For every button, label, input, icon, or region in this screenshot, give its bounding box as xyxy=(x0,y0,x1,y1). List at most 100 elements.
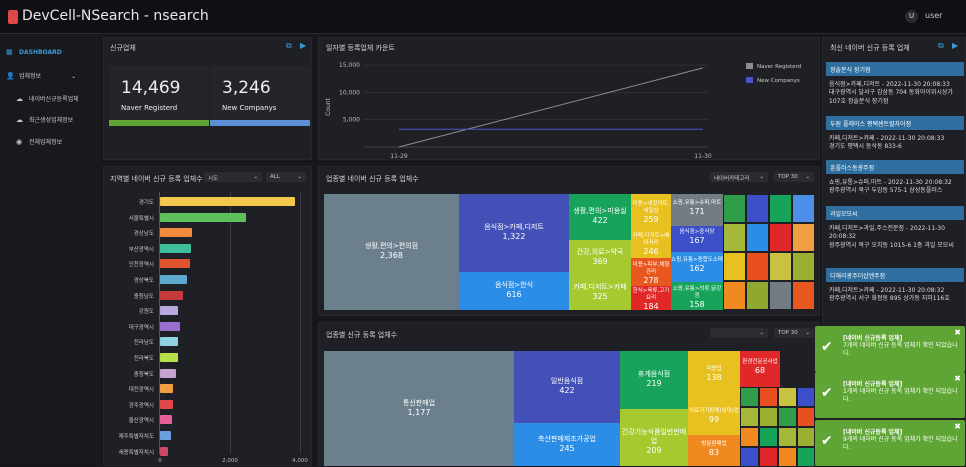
user-avatar[interactable]: U xyxy=(905,10,918,23)
treemap-tile[interactable]: 방문판매업 83 xyxy=(688,435,740,466)
treemap-cell[interactable] xyxy=(797,387,815,407)
treemap-cell[interactable] xyxy=(797,447,815,467)
external-link-icon[interactable]: ⧉ xyxy=(286,41,292,50)
sidebar-item-recent[interactable]: ☁ 최근생성업체정보 xyxy=(16,116,74,125)
bar[interactable] xyxy=(160,321,180,331)
treemap-tile[interactable]: 음식점>한식 616 xyxy=(459,272,569,310)
bar[interactable] xyxy=(160,446,169,456)
treemap-tile[interactable]: 건강,의료>약국 369 xyxy=(569,240,631,276)
play-icon[interactable]: ▶ xyxy=(300,41,307,50)
close-icon[interactable]: ✖ xyxy=(954,328,961,337)
bar[interactable] xyxy=(160,337,179,347)
treemap-cell[interactable] xyxy=(759,447,778,467)
category-select-top[interactable]: TOP 30 ⌄ xyxy=(774,328,814,338)
treemap-tile[interactable]: 축산판매제조가공업 245 xyxy=(514,423,620,466)
treemap-cell[interactable] xyxy=(778,447,797,467)
treemap-cell[interactable] xyxy=(792,223,815,252)
bar[interactable] xyxy=(160,431,171,440)
industry-select-category[interactable]: 네이버카테고리 ⌄ xyxy=(710,172,768,182)
sidebar-item-all[interactable]: ◉ 전체업체정보 xyxy=(16,138,63,147)
external-link-icon[interactable]: ⧉ xyxy=(938,41,944,50)
treemap-cell[interactable] xyxy=(740,447,759,467)
bar[interactable] xyxy=(160,212,246,222)
treemap-tile[interactable]: 음식점>중식당 167 xyxy=(671,226,723,252)
user-name[interactable]: user xyxy=(925,11,943,20)
close-icon[interactable]: ✖ xyxy=(954,422,961,431)
treemap-tile[interactable]: 미용>피부,체형관리 278 xyxy=(631,258,671,286)
treemap-tile[interactable]: 일반음식점 422 xyxy=(514,351,620,423)
treemap-cell[interactable] xyxy=(746,194,769,223)
treemap-tile[interactable]: 쇼핑,유통>종합도소매 162 xyxy=(671,252,723,282)
treemap-cell[interactable] xyxy=(769,281,792,310)
treemap-tile[interactable]: 생활,편의>편의점 2,368 xyxy=(324,194,459,310)
bar[interactable] xyxy=(160,384,174,394)
treemap-tile[interactable]: 미용>네일아트,네일샵 259 xyxy=(631,194,671,228)
treemap-tile[interactable]: 쇼핑,유통>의류,닭강정 158 xyxy=(671,282,723,310)
treemap-cell[interactable] xyxy=(778,387,797,407)
sidebar-item-naver-new[interactable]: ☁ 네이버신규등록업체 xyxy=(16,95,79,104)
treemap-tile[interactable]: 생활,편의>미용실 422 xyxy=(569,194,631,240)
bar[interactable] xyxy=(160,290,183,300)
treemap-cell[interactable] xyxy=(723,223,746,252)
bar[interactable] xyxy=(160,399,174,409)
treemap-cell[interactable] xyxy=(759,427,778,447)
recent-item-title[interactable]: 두원 플레이스 평택센트럴자이점 xyxy=(826,116,964,130)
treemap-cell[interactable] xyxy=(778,407,797,427)
sidebar-item-dashboard[interactable]: ▦ DASHBOARD xyxy=(6,48,62,57)
treemap-cell[interactable] xyxy=(723,194,746,223)
treemap-tile[interactable]: 휴게음식점 219 xyxy=(620,351,688,409)
treemap-cell[interactable] xyxy=(778,427,797,447)
treemap-cell[interactable] xyxy=(792,252,815,281)
treemap-cell[interactable] xyxy=(792,281,815,310)
treemap-cell[interactable] xyxy=(759,387,778,407)
treemap-tile[interactable]: 통신판매업 1,177 xyxy=(324,351,514,466)
treemap-tile[interactable]: 한식>육류,고기요리 184 xyxy=(631,286,671,310)
treemap-tile[interactable]: 카페,디저트>카페 325 xyxy=(569,276,631,310)
bar[interactable] xyxy=(160,368,177,378)
bar[interactable] xyxy=(160,228,192,238)
treemap-cell[interactable] xyxy=(797,407,815,427)
treemap-tile[interactable]: 환경전문공사업 68 xyxy=(740,351,780,387)
play-icon[interactable]: ▶ xyxy=(952,41,959,50)
treemap-cell[interactable] xyxy=(746,252,769,281)
treemap-cell[interactable] xyxy=(769,194,792,223)
industry-select-top[interactable]: TOP 30 ⌄ xyxy=(774,172,814,182)
treemap-cell[interactable] xyxy=(792,194,815,223)
treemap-tile[interactable]: 카페,디저트>베이커리 246 xyxy=(631,228,671,258)
recent-item-title[interactable]: 과일모모씨 xyxy=(826,206,964,220)
toast-notification[interactable]: ✔ ✖ [네이버 신규등록 업체] 9개의 네이버 신규 등록 업체가 확인 되었습니… xyxy=(815,420,965,466)
bar[interactable] xyxy=(160,353,178,362)
treemap-tile[interactable]: 쇼핑,유통>슈퍼,마트 171 xyxy=(671,194,723,226)
bar[interactable] xyxy=(160,259,190,269)
toast-notification[interactable]: ✔ ✖ [네이버 신규등록 업체] 1개의 네이버 신규 등록 업체가 확인 되었습니… xyxy=(815,372,965,418)
bar[interactable] xyxy=(160,243,191,253)
treemap-cell[interactable] xyxy=(723,281,746,310)
recent-item-title[interactable]: 훈플러스동광주점 xyxy=(826,160,964,174)
treemap-cell[interactable] xyxy=(723,252,746,281)
treemap-cell[interactable] xyxy=(769,223,792,252)
sidebar-item-company-info[interactable]: 👤 업체정보 ⌄ xyxy=(6,72,77,81)
recent-item-title[interactable]: 디해리광주더샵엔주점 xyxy=(826,268,964,282)
bar[interactable] xyxy=(160,197,295,206)
treemap-cell[interactable] xyxy=(769,252,792,281)
treemap-tile[interactable]: 의료기기판매(임대)업 99 xyxy=(688,401,740,435)
recent-item-title[interactable]: 정솔분식 장기점 xyxy=(826,62,964,76)
treemap-tile[interactable]: 미용업 138 xyxy=(688,351,740,401)
toast-notification[interactable]: ✔ ✖ [네이버 신규등록 업체] 7개의 네이버 신규 등록 업체가 확인 되었습니… xyxy=(815,326,965,372)
region-select-sido[interactable]: 시도 ⌄ xyxy=(204,172,262,182)
treemap-cell[interactable] xyxy=(797,427,815,447)
treemap-tile[interactable]: 음식점>카페,디저트 1,322 xyxy=(459,194,569,272)
treemap-cell[interactable] xyxy=(759,407,778,427)
treemap-tile[interactable]: 건강기능식품일반판매업 209 xyxy=(620,409,688,466)
bar[interactable] xyxy=(160,415,172,425)
bar[interactable] xyxy=(160,275,187,284)
treemap-cell[interactable] xyxy=(740,407,759,427)
category-select-blank[interactable]: ⌄ xyxy=(710,328,768,338)
treemap-cell[interactable] xyxy=(746,223,769,252)
close-icon[interactable]: ✖ xyxy=(954,374,961,383)
region-select-all[interactable]: ALL ⌄ xyxy=(266,172,306,182)
treemap-cell[interactable] xyxy=(740,427,759,447)
bar[interactable] xyxy=(160,306,179,316)
treemap-cell[interactable] xyxy=(740,387,759,407)
treemap-cell[interactable] xyxy=(746,281,769,310)
